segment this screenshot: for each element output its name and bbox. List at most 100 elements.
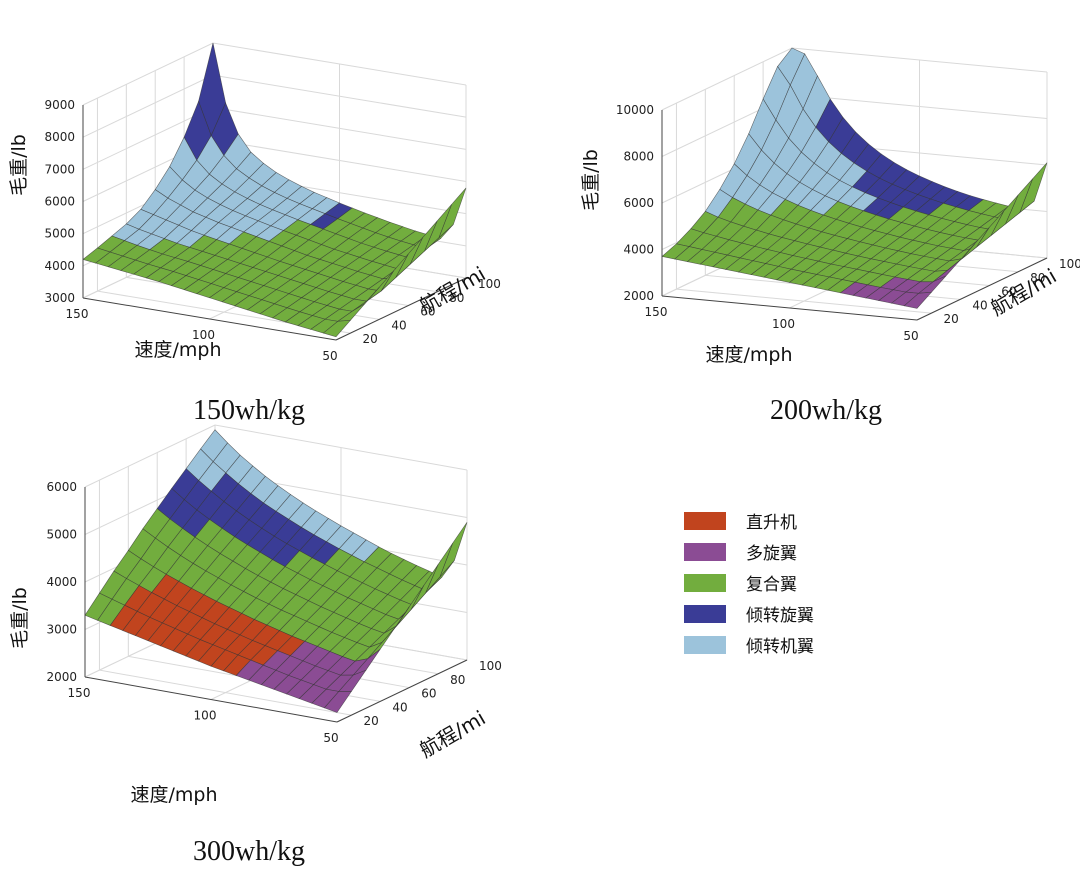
z-tick-label: 4000 [44,259,75,273]
chart-caption: 300wh/kg [193,836,305,867]
x-axis-line [84,676,338,723]
axis-lines [82,105,467,341]
chart-caption: 200wh/kg [770,395,882,426]
z-tick-label: 8000 [623,150,654,164]
y-axis-line [335,277,467,341]
legend-swatch-tiltrotor [684,604,726,623]
z-tick-label: 4000 [46,575,77,589]
z-tick-label: 3000 [46,623,77,637]
surface-cell [1019,162,1048,214]
z-tick-label: 10000 [616,103,654,117]
y-tick-label: 20 [943,312,958,326]
z-axis-title: 毛重/lb [8,134,30,196]
tick-labels: 3000 4000 5000 6000 7000 8000 9000 150 100 50 20 40… [44,98,500,363]
legend-item-multirotor: 多旋翼 [684,536,814,567]
surface-group [82,42,467,338]
legend-swatch-compound [684,573,726,592]
x-axis-title: 速度/mph [134,339,221,361]
y-axis-line [916,257,1048,321]
y-tick-label: 100 [478,277,501,291]
tick-labels: 2000 4000 6000 8000 10000 150 100 50 20 40 60 80 100 [616,103,1080,343]
legend-item-compound: 复合翼 [684,567,814,598]
y-tick-label: 60 [421,687,436,701]
configuration-legend: 直升机 多旋翼 复合翼 倾转旋翼 倾转机翼 [684,505,814,660]
surface-plot-svg: 2000 3000 4000 5000 6000 150 100 50 20 40 60 80 100 毛… [9,424,502,806]
z-tick-label: 6000 [623,196,654,210]
z-tick-label: 4000 [623,243,654,257]
grid-line [98,480,352,716]
z-tick-label: 5000 [46,528,77,542]
axis-lines [84,487,468,723]
legend-item-helicopter: 直升机 [684,505,814,536]
z-tick-label: 8000 [44,130,75,144]
y-axis-title: 航程/mi [415,706,489,763]
legend-label: 倾转机翼 [746,637,814,657]
z-tick-label: 2000 [623,289,654,303]
y-tick-label: 80 [449,291,464,305]
y-tick-label: 20 [362,332,377,346]
x-axis-title: 速度/mph [705,344,792,366]
x-axis-title: 速度/mph [130,784,217,806]
x-tick-label: 150 [66,307,89,321]
grid-line [82,42,467,106]
legend-label: 多旋翼 [746,544,797,564]
z-tick-label: 9000 [44,98,75,112]
grid-line [675,103,932,314]
legend-label: 复合翼 [746,575,797,595]
z-tick-label: 6000 [44,195,75,209]
z-tick-label: 7000 [44,162,75,176]
legend-item-tiltrotor: 倾转旋翼 [684,598,814,629]
x-tick-label: 50 [322,349,337,363]
tick-labels: 2000 3000 4000 5000 6000 150 100 50 20 40 60 80 100 [46,480,501,745]
z-tick-label: 6000 [46,480,77,494]
y-tick-label: 60 [1001,285,1016,299]
y-axis-line [336,659,468,723]
x-tick-label: 100 [194,709,217,723]
x-axis-line [82,297,337,341]
y-tick-label: 60 [420,305,435,319]
surface-cell [903,291,933,309]
y-axis-title: 航程/mi [986,264,1060,321]
grid-line [82,74,467,138]
y-tick-label: 40 [391,318,406,332]
legend-swatch-helicopter [684,511,726,530]
x-tick-label: 100 [772,317,795,331]
legend-swatch-multirotor [684,542,726,561]
surface-cell [439,522,468,577]
chart-caption: 150wh/kg [193,395,305,426]
surface-cell [323,691,353,713]
surface-chart-300whkg: 2000 3000 4000 5000 6000 150 100 50 20 40 60 80 100 毛… [0,424,540,870]
x-tick-label: 50 [323,731,338,745]
surface-group [661,47,1048,309]
surface-group [84,429,468,713]
surface-chart-200whkg: 2000 4000 6000 8000 10000 150 100 50 20 40 60 80 100… [575,0,1080,440]
y-tick-label: 80 [1030,271,1045,285]
legend-label: 倾转旋翼 [746,606,814,626]
surface-plot-svg: 3000 4000 5000 6000 7000 8000 9000 150 100 50 20 40… [8,42,501,363]
legend-swatch-tiltwing [684,635,726,654]
grid-line [82,106,467,170]
x-axis-line [661,295,918,321]
grid-line [96,98,351,334]
x-tick-label: 50 [903,329,918,343]
z-tick-label: 5000 [44,227,75,241]
y-tick-label: 40 [392,700,407,714]
surface-chart-150whkg: 3000 4000 5000 6000 7000 8000 9000 150 100 50 20 40… [0,0,540,440]
surface-cell [322,319,352,338]
surface-plot-svg: 2000 4000 6000 8000 10000 150 100 50 20 40 60 80 100… [580,47,1080,366]
z-tick-label: 3000 [44,291,75,305]
x-tick-label: 150 [645,305,668,319]
z-axis-title: 毛重/lb [9,587,31,649]
y-tick-label: 80 [450,673,465,687]
x-tick-label: 100 [192,328,215,342]
z-tick-label: 2000 [46,670,77,684]
y-tick-label: 100 [1059,257,1080,271]
legend-label: 直升机 [746,513,797,533]
axis-lines [661,110,1048,321]
x-tick-label: 150 [68,686,91,700]
y-tick-label: 20 [363,714,378,728]
y-tick-label: 100 [479,659,502,673]
y-tick-label: 40 [972,298,987,312]
z-axis-title: 毛重/lb [580,149,602,211]
legend-item-tiltwing: 倾转机翼 [684,629,814,660]
